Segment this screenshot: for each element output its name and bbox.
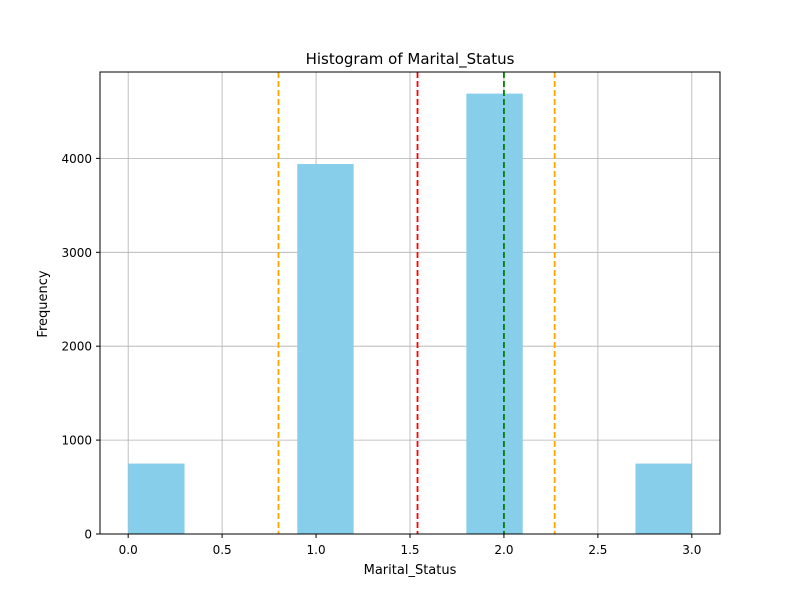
reference-lines-layer [277, 72, 556, 534]
x-axis-label: Marital_Status [364, 563, 457, 578]
y-tick-label: 4000 [61, 152, 92, 166]
x-tick-label: 1.5 [400, 543, 419, 557]
x-tick-label: 0.5 [213, 543, 232, 557]
y-tick-label: 3000 [61, 246, 92, 260]
x-tick-label: 2.0 [494, 543, 513, 557]
chart-title: Histogram of Marital_Status [306, 50, 515, 69]
y-tick-label: 0 [84, 528, 92, 542]
histogram-bar [635, 463, 692, 534]
x-tick-label: 2.5 [588, 543, 607, 557]
y-axis-ticks: 0 1000 2000 3000 4000 [61, 152, 100, 542]
bars-layer [128, 93, 692, 534]
y-axis-label: Frequency [36, 270, 51, 337]
histogram-bar [466, 93, 523, 534]
histogram-bar [128, 463, 185, 534]
y-tick-label: 2000 [61, 340, 92, 354]
x-tick-label: 0.0 [119, 543, 138, 557]
histogram-bar [297, 164, 354, 534]
x-tick-label: 1.0 [307, 543, 326, 557]
x-axis-ticks: 0.0 0.5 1.0 1.5 2.0 2.5 3.0 [119, 534, 701, 557]
y-tick-label: 1000 [61, 434, 92, 448]
x-tick-label: 3.0 [682, 543, 701, 557]
